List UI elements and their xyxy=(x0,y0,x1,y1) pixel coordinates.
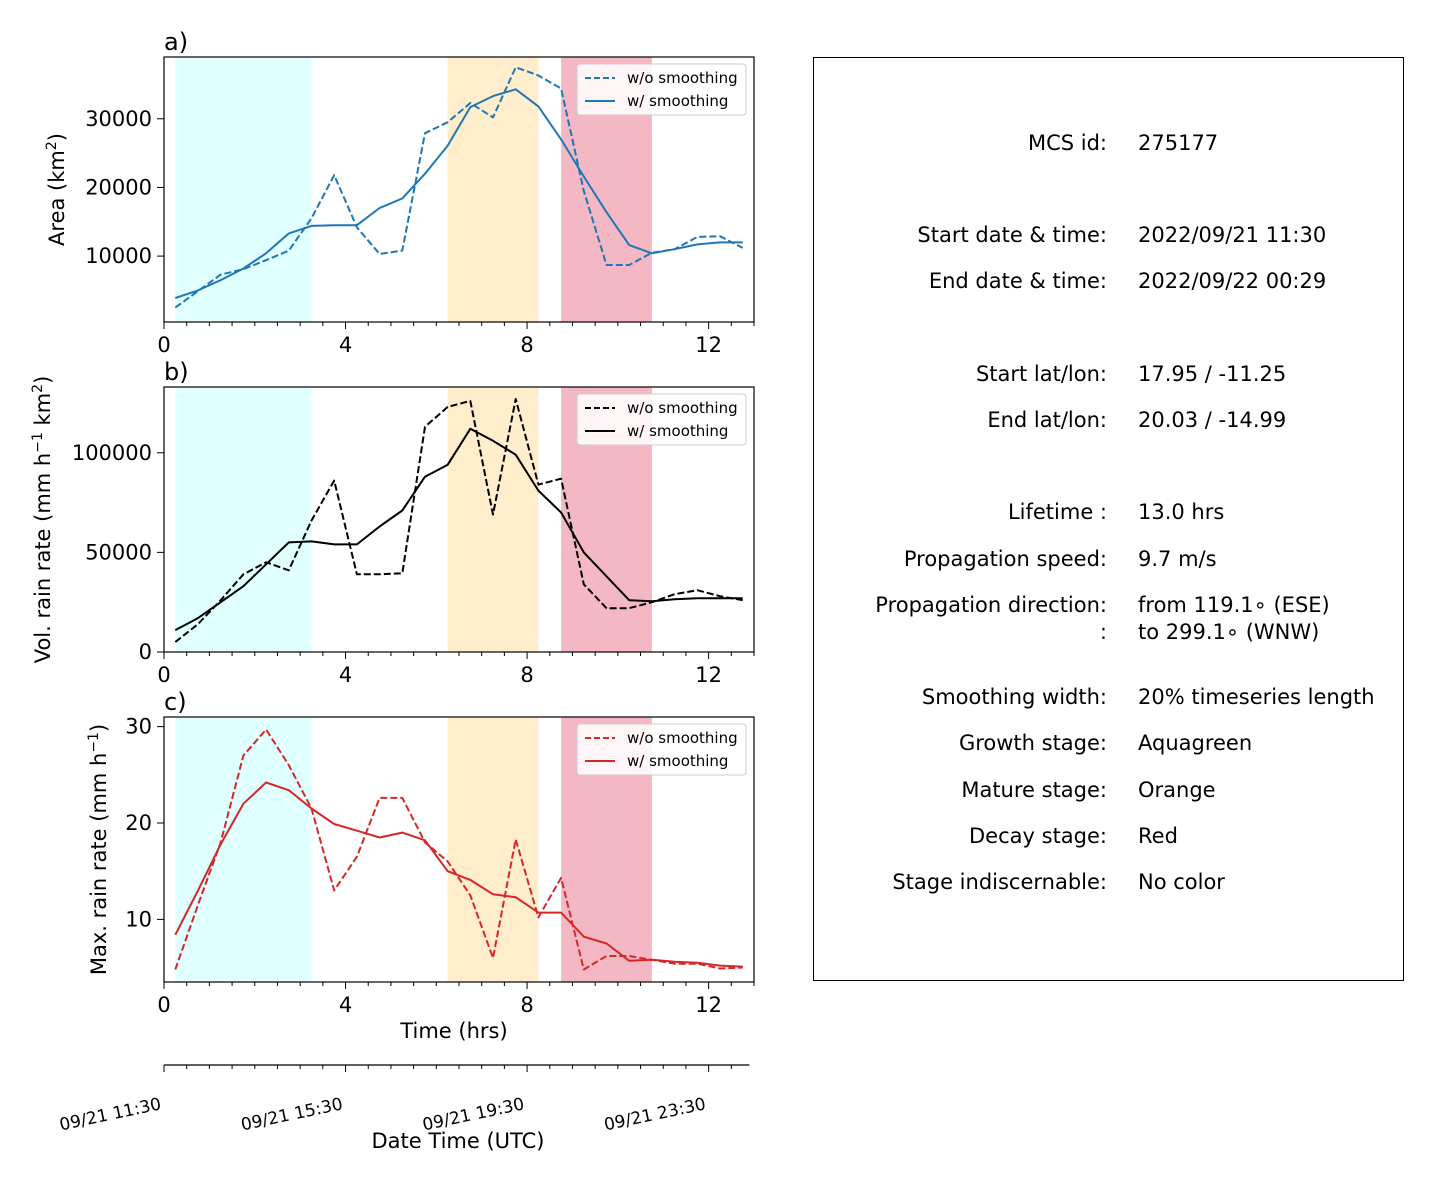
chart-panel-c: 0 4 8 12 10 20 30 c) Max. rain rate (mm h−1) Time… xyxy=(86,688,755,1043)
prop-dir-value-2: to 299.1∘ (WNW) xyxy=(1138,620,1320,644)
start-time-label: Start date & time: xyxy=(917,223,1107,247)
x-tick-label: 0 xyxy=(157,333,170,357)
chart-panel-a: 0 4 8 12 10000 20000 30000 a) Area (km2) w/o smoo… xyxy=(44,28,755,357)
stage-band-mature xyxy=(447,57,539,322)
stage-band-growth xyxy=(175,717,312,982)
legend-box xyxy=(576,723,747,776)
indiscernable-value: No color xyxy=(1138,870,1225,894)
prop-dir-label: Propagation direction: xyxy=(875,593,1107,617)
lifetime-label: Lifetime : xyxy=(1007,500,1107,524)
indiscernable-label: Stage indiscernable: xyxy=(892,870,1107,894)
x-tick-label: 8 xyxy=(520,993,533,1017)
growth-label: Growth stage: xyxy=(958,731,1107,755)
legend-box xyxy=(576,393,747,446)
y-tick-label: 10000 xyxy=(85,244,152,268)
x-tick-label: 12 xyxy=(695,333,722,357)
x-axis-label: Time (hrs) xyxy=(399,1019,507,1043)
y-tick-label: 20 xyxy=(125,811,152,835)
legend-entry: w/ smoothing xyxy=(627,92,728,110)
legend: w/o smoothing w/ smoothing xyxy=(576,63,747,116)
series-line-unsmoothed xyxy=(174,398,743,643)
x-tick-label: 8 xyxy=(520,663,533,687)
y-axis-label: Area (km2) xyxy=(44,133,69,246)
y-axis-label: Max. rain rate (mm h−1) xyxy=(86,724,111,975)
mature-label: Mature stage: xyxy=(961,778,1107,802)
prop-dir-value: from 119.1∘ (ESE) xyxy=(1138,593,1330,617)
mcs-id-label: MCS id: xyxy=(1027,131,1107,155)
datetime-tick-label: 09/21 11:30 xyxy=(58,1094,163,1135)
x-tick-label: 4 xyxy=(339,333,352,357)
series-line-smoothed xyxy=(174,781,743,968)
info-box: MCS id: 275177 Start date & time: 2022/0… xyxy=(813,57,1404,981)
y-tick-label: 20000 xyxy=(85,175,152,199)
prop-speed-value: 9.7 m/s xyxy=(1138,547,1217,571)
prop-dir-label-2: : xyxy=(1099,620,1107,644)
start-latlon-value: 17.95 / -11.25 xyxy=(1138,362,1287,386)
x-tick-label: 0 xyxy=(157,663,170,687)
legend-entry: w/ smoothing xyxy=(627,752,728,770)
growth-value: Aquagreen xyxy=(1138,731,1253,755)
datetime-tick-label: 09/21 23:30 xyxy=(602,1094,707,1135)
end-time-value: 2022/09/22 00:29 xyxy=(1138,269,1327,293)
panel-label: b) xyxy=(164,358,189,386)
y-tick-label: 10 xyxy=(125,907,152,931)
x-tick-label: 4 xyxy=(339,993,352,1017)
series-line-unsmoothed xyxy=(174,728,743,971)
stage-band-growth xyxy=(175,57,312,322)
x-tick-label: 12 xyxy=(695,993,722,1017)
legend: w/o smoothing w/ smoothing xyxy=(576,723,747,776)
legend: w/o smoothing w/ smoothing xyxy=(576,393,747,446)
start-latlon-label: Start lat/lon: xyxy=(975,362,1107,386)
x-tick-label: 8 xyxy=(520,333,533,357)
mcs-id-value: 275177 xyxy=(1138,131,1219,155)
series-line-unsmoothed xyxy=(174,66,744,309)
legend-entry: w/ smoothing xyxy=(627,422,728,440)
panel-label: a) xyxy=(164,28,188,56)
y-tick-label: 30 xyxy=(125,715,152,739)
x-tick-label: 12 xyxy=(695,663,722,687)
series-line-smoothed xyxy=(174,88,743,299)
datetime-tick-label: 09/21 15:30 xyxy=(239,1094,344,1135)
lifetime-value: 13.0 hrs xyxy=(1138,500,1225,524)
panel-label: c) xyxy=(164,688,187,716)
mature-value: Orange xyxy=(1138,778,1216,802)
series-line-smoothed xyxy=(174,427,743,631)
stage-band-mature xyxy=(447,387,539,652)
smoothing-label: Smoothing width: xyxy=(921,685,1107,709)
datetime-axis: 09/21 11:30 09/21 15:30 09/21 19:30 09/21 2… xyxy=(58,1064,750,1153)
stage-band-growth xyxy=(175,387,312,652)
decay-value: Red xyxy=(1138,824,1178,848)
y-axis-label: Vol. rain rate (mm h−1 km2) xyxy=(30,376,55,664)
y-tick-label: 0 xyxy=(139,640,152,664)
end-time-label: End date & time: xyxy=(928,269,1107,293)
chart-panel-b: 0 4 8 12 0 50000 100000 b) Vol. rain rate (mm h−… xyxy=(30,358,755,687)
datetime-axis-label: Date Time (UTC) xyxy=(372,1129,545,1153)
end-latlon-value: 20.03 / -14.99 xyxy=(1138,408,1287,432)
start-time-value: 2022/09/21 11:30 xyxy=(1138,223,1327,247)
x-tick-label: 4 xyxy=(339,663,352,687)
prop-speed-label: Propagation speed: xyxy=(903,547,1107,571)
y-tick-label: 30000 xyxy=(85,107,152,131)
smoothing-value: 20% timeseries length xyxy=(1138,685,1375,709)
x-tick-label: 0 xyxy=(157,993,170,1017)
legend-entry: w/o smoothing xyxy=(627,399,738,417)
decay-label: Decay stage: xyxy=(969,824,1107,848)
y-tick-label: 50000 xyxy=(85,540,152,564)
y-tick-label: 100000 xyxy=(72,441,152,465)
legend-entry: w/o smoothing xyxy=(627,69,738,87)
legend-box xyxy=(576,63,747,116)
stage-band-mature xyxy=(447,717,539,982)
end-latlon-label: End lat/lon: xyxy=(987,408,1107,432)
legend-entry: w/o smoothing xyxy=(627,729,738,747)
